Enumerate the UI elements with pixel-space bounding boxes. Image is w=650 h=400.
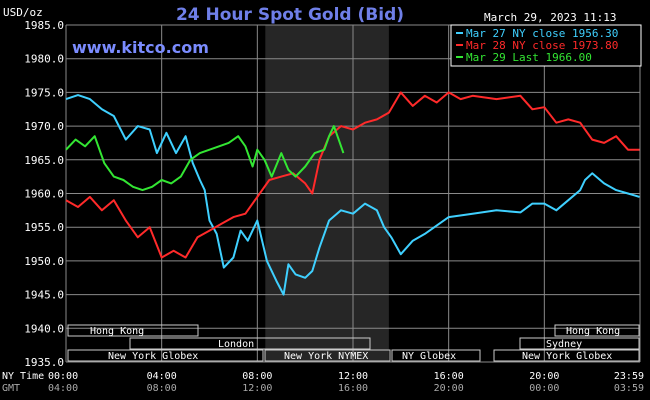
session-sydney-box <box>519 337 640 350</box>
y-tick-label: 1970.0 <box>24 120 64 133</box>
session-ny-globex-2: NY Globex <box>402 351 456 362</box>
y-tick-label: 1975.0 <box>24 86 64 99</box>
y-tick-label: 1950.0 <box>24 255 64 268</box>
y-tick-label: 1965.0 <box>24 154 64 167</box>
ny-time-label: NY Time <box>2 371 44 382</box>
legend-box <box>450 24 642 67</box>
session-ny-nymex: New York NYMEX <box>284 351 368 362</box>
x-tick-label-gmt: 16:00 <box>338 383 368 394</box>
session-ny-nymex-box <box>264 349 391 362</box>
x-tick-label-ny: 12:00 <box>338 371 368 382</box>
y-tick-label: 1960.0 <box>24 188 64 201</box>
x-tick-label-gmt: 03:59 <box>614 383 644 394</box>
legend-label-mar28: Mar 28 NY close 1973.80 <box>466 39 618 52</box>
x-tick-label-gmt: 00:00 <box>529 383 559 394</box>
unit-label: USD/oz <box>3 6 43 19</box>
y-tick-label: 1985.0 <box>24 19 64 32</box>
session-london: London <box>218 339 254 350</box>
y-tick-label: 1955.0 <box>24 221 64 234</box>
x-tick-label-ny: 23:59 <box>614 371 644 382</box>
timestamp: March 29, 2023 11:13 <box>484 11 616 24</box>
series-line-1 <box>65 94 640 296</box>
y-axis-ticks: 1985.0 1980.0 1975.0 1970.0 1965.0 1960.0 1955… <box>24 19 64 369</box>
legend: Mar 27 NY close 1956.30 Mar 28 NY close … <box>450 24 642 67</box>
y-tick-label: 1935.0 <box>24 356 64 369</box>
session-hong-kong-1-box <box>67 324 199 337</box>
x-tick-label-gmt: 20:00 <box>434 383 464 394</box>
y-tick-label: 1980.0 <box>24 53 64 66</box>
x-tick-label-ny: 08:00 <box>242 371 272 382</box>
session-hong-kong-1: Hong Kong <box>90 326 144 337</box>
x-tick-label-gmt: 08:00 <box>147 383 177 394</box>
session-bars: Hong Kong London Hong Kong Sydney New Yo… <box>67 324 640 362</box>
x-tick-label-ny: 20:00 <box>529 371 559 382</box>
grid-lines <box>65 24 641 363</box>
session-hong-kong-2: Hong Kong <box>566 326 620 337</box>
x-axis-ticks: 00:0004:0004:0008:0008:0012:0012:0016:00… <box>48 371 644 394</box>
session-ny-globex-1: New York Globex <box>108 351 198 362</box>
x-tick-label-ny: 00:00 <box>48 371 78 382</box>
session-sydney: Sydney <box>546 339 582 350</box>
legend-label-mar27: Mar 27 NY close 1956.30 <box>466 27 618 40</box>
session-london-box <box>129 337 371 350</box>
session-ny-globex-2-box <box>391 349 481 362</box>
session-hong-kong-2-box <box>554 324 640 337</box>
y-tick-label: 1945.0 <box>24 289 64 302</box>
gmt-label: GMT <box>2 383 20 394</box>
y-tick-label: 1940.0 <box>24 322 64 335</box>
series-line-3 <box>65 125 345 192</box>
x-tick-label-gmt: 04:00 <box>48 383 78 394</box>
x-tick-label-ny: 04:00 <box>147 371 177 382</box>
session-ny-globex-1-box <box>67 349 264 362</box>
chart-title: 24 Hour Spot Gold (Bid) <box>176 5 404 25</box>
x-tick-label-ny: 16:00 <box>434 371 464 382</box>
session-ny-globex-3: New York Globex <box>522 351 612 362</box>
x-tick-label-gmt: 12:00 <box>242 383 272 394</box>
watermark: www.kitco.com <box>72 38 209 57</box>
legend-label-mar29: Mar 29 Last 1966.00 <box>466 51 592 64</box>
session-ny-globex-3-box <box>493 349 640 362</box>
series-lines <box>65 91 640 296</box>
